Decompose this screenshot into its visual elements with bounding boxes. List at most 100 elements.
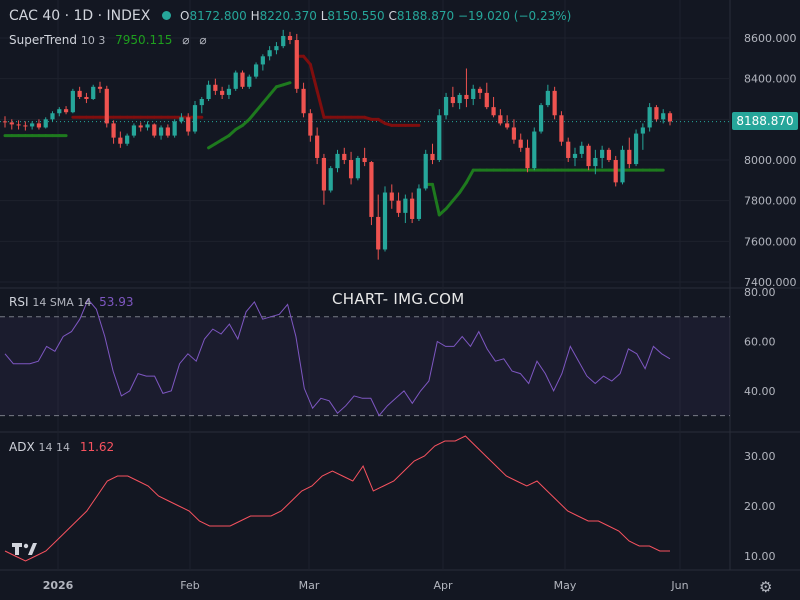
- price-tick-label: 7800.000: [744, 195, 797, 208]
- candle-body: [416, 188, 422, 219]
- candle-body: [640, 127, 645, 134]
- rsi-tick-label: 60.00: [744, 335, 776, 348]
- rsi-band-fill: [0, 316, 730, 416]
- candle-body: [321, 157, 327, 191]
- symbol-title[interactable]: CAC 40 · 1D · INDEX: [9, 8, 151, 24]
- supertrend-segment: [281, 81, 292, 87]
- candle-body: [484, 92, 489, 108]
- candle-body: [97, 86, 103, 89]
- supertrend-label: SuperTrend: [9, 33, 77, 47]
- candle-body: [355, 157, 360, 179]
- rsi-params: 14 SMA 14: [32, 296, 92, 309]
- rsi-legend[interactable]: RSI 14 SMA 14 53.93: [9, 295, 134, 309]
- candle-body: [158, 127, 164, 136]
- candle-body: [505, 123, 510, 128]
- candle-body: [172, 121, 177, 136]
- candle-body: [206, 84, 211, 99]
- candle-body: [186, 117, 191, 132]
- candle-body: [396, 200, 401, 213]
- candle-body: [430, 153, 435, 160]
- price-tick-label: 8400.000: [744, 73, 797, 86]
- candle-body: [376, 216, 381, 250]
- candle-body: [572, 153, 578, 158]
- candle-body: [301, 88, 306, 114]
- market-status-icon: [162, 11, 172, 20]
- candle-body: [125, 135, 130, 144]
- settings-gear-icon[interactable]: ⚙: [759, 578, 773, 596]
- candle-body: [77, 90, 82, 97]
- candle-body: [335, 153, 340, 169]
- candle-body: [538, 105, 544, 132]
- open-key: O: [180, 9, 190, 23]
- adx-tick-label: 20.00: [744, 500, 776, 513]
- candle-body: [620, 149, 625, 183]
- adx-params: 14 14: [38, 441, 71, 454]
- candle-body: [423, 153, 428, 189]
- candle-body: [471, 88, 476, 99]
- candle-body: [315, 135, 320, 158]
- adx-legend[interactable]: ADX 14 14 11.62: [9, 440, 114, 454]
- candle-body: [294, 40, 299, 89]
- candle-body: [369, 162, 374, 217]
- price-tick-label: 7600.000: [744, 235, 797, 248]
- candle-body: [50, 113, 55, 120]
- candle-body: [450, 96, 455, 104]
- tradingview-logo-icon[interactable]: [12, 540, 38, 558]
- supertrend-segment: [458, 180, 468, 195]
- candle-body: [253, 64, 259, 77]
- rsi-line: [4, 298, 671, 417]
- high-value: 8220.370: [259, 9, 317, 23]
- candle-body: [165, 127, 170, 136]
- candle-body: [464, 94, 469, 99]
- supertrend-segment: [302, 54, 312, 66]
- price-tick-label: 8600.000: [744, 32, 797, 45]
- candle-body: [233, 72, 238, 89]
- open-value: 8172.800: [189, 9, 247, 23]
- candle-body: [226, 88, 232, 95]
- candle-body: [104, 88, 109, 124]
- candle-body: [274, 46, 279, 51]
- candle-body: [457, 94, 462, 104]
- candle-body: [220, 90, 225, 95]
- candle-body: [63, 109, 69, 113]
- supertrend-segment: [268, 85, 278, 97]
- supertrend-segment: [261, 93, 272, 105]
- low-value: 8150.550: [327, 9, 385, 23]
- candle-body: [661, 113, 666, 120]
- hide-icon-2[interactable]: ⌀: [199, 33, 207, 47]
- candle-body: [498, 115, 503, 124]
- candle-body: [287, 35, 293, 41]
- last-price-tag: 8188.870: [732, 112, 798, 130]
- price-tick-label: 7400.000: [744, 276, 797, 289]
- candle-body: [70, 90, 75, 113]
- supertrend-segment: [241, 117, 251, 127]
- time-tick-label: 2026: [43, 579, 74, 592]
- candle-body: [131, 125, 137, 136]
- price-tick-label: 8000.000: [744, 154, 797, 167]
- supertrend-segment: [254, 101, 265, 113]
- watermark: CHART- IMG.COM: [332, 290, 465, 308]
- candle-body: [627, 149, 632, 165]
- supertrend-legend[interactable]: SuperTrend 10 3 7950.115 ⌀ ⌀: [9, 33, 207, 47]
- close-value: 8188.870: [396, 9, 455, 23]
- candle-body: [606, 149, 612, 160]
- candle-body: [443, 96, 449, 116]
- hide-icon[interactable]: ⌀: [182, 33, 190, 47]
- candle-body: [328, 168, 333, 191]
- candle-body: [30, 123, 35, 127]
- candle-body: [647, 107, 652, 128]
- candle-body: [613, 160, 618, 183]
- candle-body: [593, 157, 598, 167]
- candle-body: [179, 117, 184, 122]
- candle-body: [348, 160, 354, 179]
- candle-body: [342, 153, 347, 160]
- candle-body: [491, 107, 496, 116]
- candle-body: [260, 56, 265, 65]
- candle-body: [84, 96, 89, 99]
- candle-body: [213, 84, 218, 91]
- time-tick-label: Apr: [433, 579, 453, 592]
- candle-body: [667, 113, 673, 122]
- candle-body: [633, 133, 639, 165]
- rsi-tick-label: 40.00: [744, 385, 776, 398]
- candle-body: [2, 121, 8, 123]
